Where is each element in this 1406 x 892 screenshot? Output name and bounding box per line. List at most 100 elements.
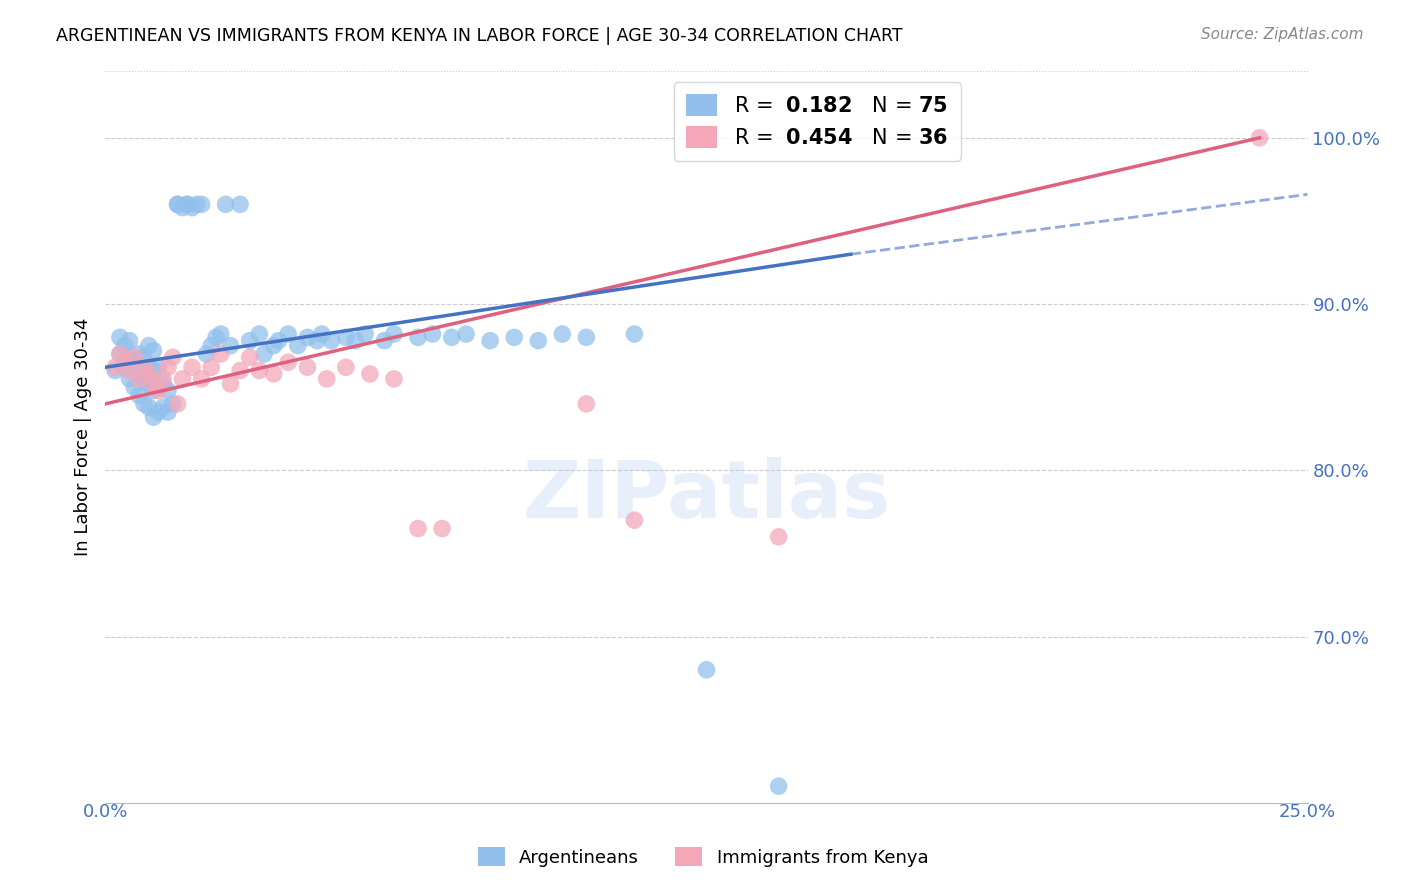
- Point: [321, 334, 343, 348]
- Point: [148, 360, 170, 375]
- Point: [138, 400, 160, 414]
- Point: [406, 330, 429, 344]
- Point: [247, 363, 270, 377]
- Point: [263, 367, 285, 381]
- Text: 0.0%: 0.0%: [83, 803, 128, 821]
- Point: [132, 351, 155, 365]
- Text: Source: ZipAtlas.com: Source: ZipAtlas.com: [1201, 27, 1364, 42]
- Point: [181, 201, 204, 215]
- Point: [768, 779, 790, 793]
- Point: [575, 330, 598, 344]
- Point: [696, 663, 718, 677]
- Point: [382, 372, 405, 386]
- Point: [104, 360, 127, 375]
- Point: [176, 197, 198, 211]
- Point: [229, 197, 252, 211]
- Point: [142, 384, 165, 398]
- Point: [239, 334, 262, 348]
- Point: [219, 376, 242, 391]
- Point: [422, 326, 444, 341]
- Point: [454, 326, 477, 341]
- Point: [124, 355, 146, 369]
- Point: [190, 372, 212, 386]
- Point: [430, 521, 453, 535]
- Point: [114, 339, 136, 353]
- Point: [200, 360, 222, 375]
- Point: [311, 326, 333, 341]
- Point: [152, 400, 174, 414]
- Point: [373, 334, 395, 348]
- Point: [104, 363, 127, 377]
- Point: [118, 372, 141, 386]
- Point: [148, 380, 170, 394]
- Point: [354, 326, 377, 341]
- Point: [128, 388, 150, 402]
- Point: [1249, 131, 1271, 145]
- Point: [128, 367, 150, 381]
- Point: [181, 360, 204, 375]
- Point: [239, 351, 262, 365]
- Point: [118, 351, 141, 365]
- Point: [623, 513, 645, 527]
- Point: [138, 367, 160, 381]
- Point: [479, 334, 502, 348]
- Point: [344, 334, 367, 348]
- Point: [148, 405, 170, 419]
- Point: [114, 360, 136, 375]
- Point: [575, 397, 598, 411]
- Point: [132, 360, 155, 375]
- Point: [209, 347, 232, 361]
- Point: [359, 367, 381, 381]
- Point: [148, 384, 170, 398]
- Point: [108, 347, 131, 361]
- Point: [166, 197, 188, 211]
- Point: [263, 339, 285, 353]
- Point: [172, 372, 194, 386]
- Point: [118, 363, 141, 377]
- Point: [209, 326, 232, 341]
- Point: [200, 339, 222, 353]
- Point: [229, 363, 252, 377]
- Text: ZIPatlas: ZIPatlas: [523, 457, 890, 534]
- Point: [335, 360, 357, 375]
- Point: [219, 339, 242, 353]
- Point: [132, 372, 155, 386]
- Point: [214, 197, 236, 211]
- Point: [142, 376, 165, 391]
- Point: [190, 197, 212, 211]
- Point: [172, 201, 194, 215]
- Point: [166, 397, 188, 411]
- Point: [132, 397, 155, 411]
- Y-axis label: In Labor Force | Age 30-34: In Labor Force | Age 30-34: [73, 318, 91, 557]
- Point: [527, 334, 550, 348]
- Point: [152, 376, 174, 391]
- Legend: Argentineans, Immigrants from Kenya: Argentineans, Immigrants from Kenya: [471, 840, 935, 874]
- Point: [267, 334, 290, 348]
- Point: [440, 330, 463, 344]
- Point: [503, 330, 526, 344]
- Point: [156, 384, 179, 398]
- Point: [277, 355, 299, 369]
- Point: [305, 334, 328, 348]
- Point: [156, 360, 179, 375]
- Point: [315, 372, 337, 386]
- Point: [124, 351, 146, 365]
- Point: [247, 326, 270, 341]
- Point: [287, 339, 309, 353]
- Point: [195, 347, 218, 361]
- Point: [551, 326, 574, 341]
- Point: [176, 197, 198, 211]
- Point: [768, 530, 790, 544]
- Point: [253, 347, 276, 361]
- Point: [297, 330, 319, 344]
- Point: [138, 339, 160, 353]
- Point: [138, 376, 160, 391]
- Text: 25.0%: 25.0%: [1279, 803, 1336, 821]
- Point: [118, 334, 141, 348]
- Point: [156, 405, 179, 419]
- Point: [108, 347, 131, 361]
- Point: [128, 347, 150, 361]
- Point: [108, 330, 131, 344]
- Point: [186, 197, 208, 211]
- Point: [142, 410, 165, 425]
